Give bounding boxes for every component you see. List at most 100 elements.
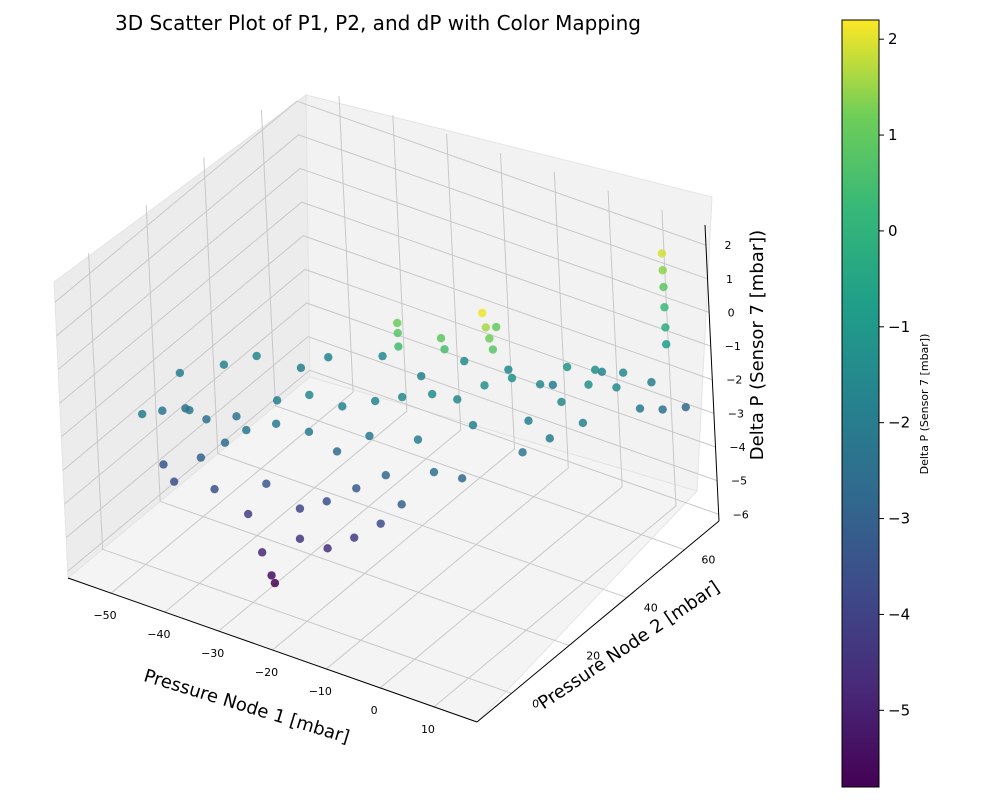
scatter-point — [262, 479, 271, 488]
scatter-point — [661, 323, 670, 332]
scatter-point — [491, 322, 501, 332]
scatter-point — [169, 477, 179, 486]
x-tick-label: −30 — [201, 647, 224, 660]
x-tick-label: 0 — [371, 704, 378, 717]
scatter-point — [584, 380, 593, 389]
chart-title: 3D Scatter Plot of P1, P2, and dP with C… — [115, 11, 641, 35]
scatter-point — [481, 323, 491, 332]
scatter-point — [427, 389, 437, 399]
scatter-point — [548, 380, 558, 390]
scatter-point — [257, 548, 267, 557]
scatter-point — [535, 380, 545, 389]
scatter-point — [440, 345, 449, 354]
scatter-point — [332, 447, 342, 456]
colorbar-tick-label: −5 — [888, 701, 910, 719]
scatter-point — [393, 318, 402, 328]
scatter-point — [545, 434, 554, 443]
y-tick-label: 20 — [586, 649, 600, 662]
colorbar-tick-label: −4 — [888, 605, 910, 623]
scatter-point — [365, 431, 374, 441]
z-grid-line — [59, 201, 711, 404]
scatter-point — [352, 484, 361, 493]
x-tick-label: 10 — [421, 723, 435, 736]
scatter-point — [647, 378, 656, 387]
scatter-point — [460, 356, 469, 366]
z-tick-label: −1 — [725, 340, 741, 353]
z-tick-label: −4 — [729, 441, 745, 454]
z-tick-label: 2 — [724, 239, 731, 252]
scatter-point — [370, 396, 380, 406]
z-tick-label: −6 — [733, 508, 749, 521]
y-grid-line — [145, 205, 570, 646]
scatter-point — [658, 405, 667, 414]
x-axis-label: Pressure Node 1 [mbar] — [141, 665, 352, 748]
x-grid-line — [218, 134, 462, 632]
scatter-point — [518, 448, 527, 457]
scatter-point — [394, 342, 403, 351]
z-tick-label: −5 — [731, 475, 747, 488]
z-tick-label: −3 — [728, 407, 744, 420]
scatter-point — [393, 328, 402, 338]
z-grid-line — [62, 268, 715, 471]
y-tick-label: 60 — [701, 554, 715, 567]
z-tick-label: 0 — [728, 306, 735, 319]
scatter-point — [453, 395, 462, 404]
colorbar-tick-label: 2 — [888, 30, 898, 48]
scatter-point — [295, 534, 305, 544]
x-grid-line — [379, 190, 623, 689]
scatter-point — [196, 453, 206, 462]
scatter-point — [397, 392, 407, 402]
colorbar-tick-label: −1 — [888, 318, 910, 336]
scatter-point — [271, 419, 281, 428]
scatter-point — [210, 484, 219, 494]
z-axis-label: Delta P (Sensor 7 [mbar]) — [747, 230, 768, 460]
scatter-point — [562, 362, 572, 372]
x-tick-label: −20 — [255, 666, 278, 679]
scatter-point — [578, 418, 588, 428]
scatter-point — [295, 504, 305, 513]
x-axis-line — [67, 577, 478, 723]
scatter-point — [185, 405, 194, 415]
x-grid-line — [272, 152, 516, 651]
scatter-point — [381, 471, 391, 480]
scatter-point — [243, 509, 253, 519]
scatter-point — [662, 340, 671, 349]
scatter-point — [480, 381, 489, 390]
scatter-point — [413, 435, 423, 444]
colorbar — [841, 19, 880, 788]
scatter-point — [681, 402, 690, 412]
scatter-point — [159, 460, 168, 469]
z-tick-label: −2 — [726, 374, 742, 387]
scatter-point — [376, 519, 385, 528]
scatter-point — [597, 367, 607, 377]
y-axis-line — [476, 520, 720, 723]
z-grid-line — [56, 134, 708, 337]
scatter-point — [504, 365, 513, 374]
x-tick-label: −10 — [309, 685, 332, 698]
scatter-point — [219, 360, 229, 369]
z-grid-line — [64, 302, 716, 505]
z-grid-line — [54, 100, 707, 303]
scatter-point — [468, 420, 478, 430]
x-tick-label: −50 — [93, 609, 116, 622]
scatter-point — [477, 308, 487, 318]
scatter-point — [612, 383, 621, 392]
scatter-point — [220, 438, 230, 447]
data-points — [138, 249, 690, 588]
scatter-point — [429, 467, 439, 477]
scatter-point — [232, 412, 241, 421]
x-grid-line — [110, 96, 354, 594]
scatter-point — [557, 397, 566, 407]
scatter-point — [202, 415, 211, 424]
z-grid-line — [57, 167, 710, 370]
y-tick-label: 40 — [644, 602, 658, 615]
scatter-point — [507, 373, 517, 383]
colorbar-tick-label: −3 — [888, 510, 910, 528]
scatter-point — [436, 334, 446, 343]
colorbar-tick-label: 0 — [888, 222, 898, 240]
scatter-point — [158, 406, 167, 415]
scatter-point — [322, 497, 331, 506]
colorbar-tick-label: −2 — [888, 414, 910, 432]
scatter-point — [397, 500, 406, 509]
